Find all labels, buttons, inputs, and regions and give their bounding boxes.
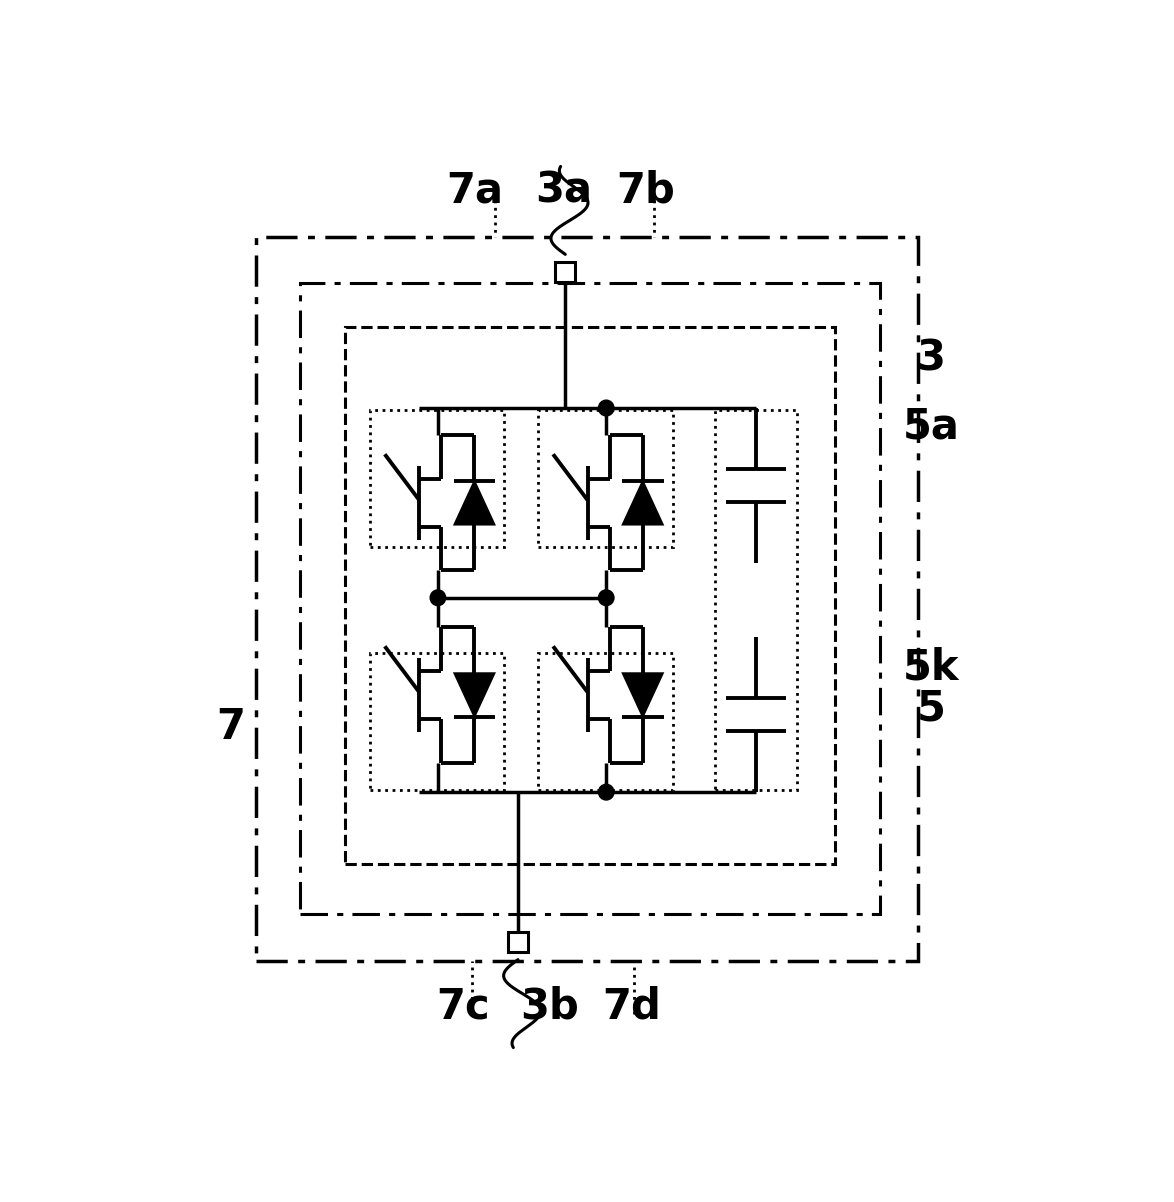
Circle shape <box>599 400 614 416</box>
Text: 5a: 5a <box>903 405 959 447</box>
Bar <box>555 262 575 282</box>
Bar <box>538 410 673 547</box>
Text: 3: 3 <box>917 338 945 380</box>
Text: 7: 7 <box>216 707 245 749</box>
Circle shape <box>430 590 446 606</box>
Text: 5k: 5k <box>903 647 959 689</box>
Text: 7c: 7c <box>437 986 491 1028</box>
Polygon shape <box>454 673 494 716</box>
Bar <box>715 410 797 790</box>
Polygon shape <box>454 481 494 524</box>
Circle shape <box>599 784 614 801</box>
Text: 7a: 7a <box>446 169 502 212</box>
Text: 3b: 3b <box>520 986 579 1028</box>
Polygon shape <box>623 481 662 524</box>
Bar <box>508 932 528 952</box>
Text: 7b: 7b <box>616 169 675 212</box>
Bar <box>299 282 880 915</box>
Text: 3a: 3a <box>535 169 592 212</box>
Text: 5: 5 <box>917 688 945 730</box>
Bar <box>256 237 918 960</box>
Bar <box>370 410 505 547</box>
Text: 7d: 7d <box>602 986 661 1028</box>
Polygon shape <box>623 673 662 716</box>
Circle shape <box>599 590 614 606</box>
Bar <box>538 654 673 790</box>
Bar <box>345 327 835 864</box>
Bar <box>370 654 505 790</box>
